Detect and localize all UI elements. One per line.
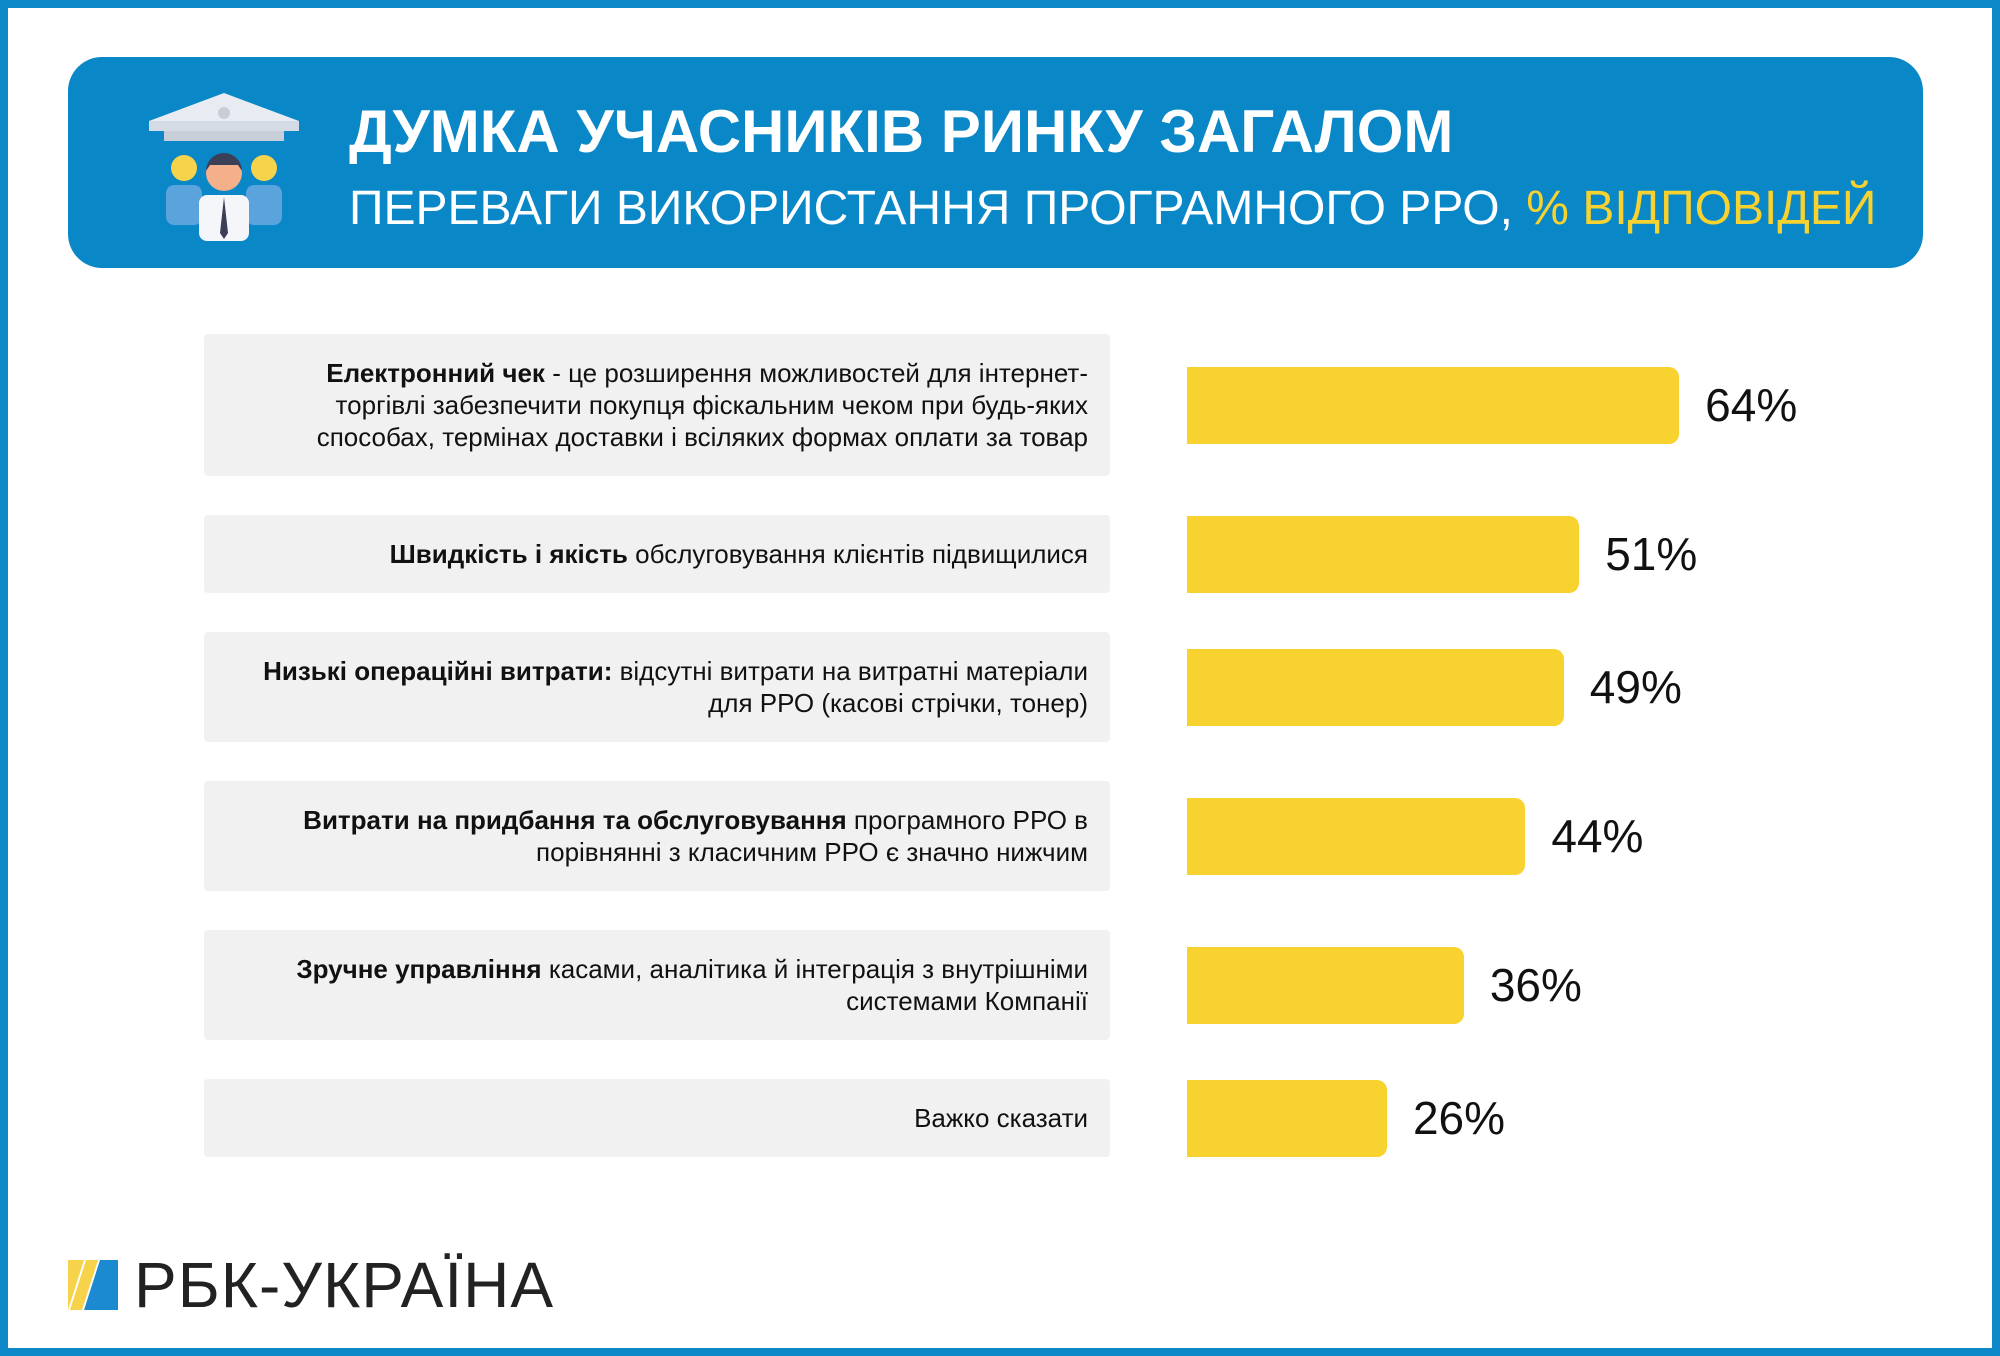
category-strong: Швидкість і якість [389,539,628,569]
logo-icon [68,1260,118,1310]
bar-wrap: 49% [1187,648,1682,726]
subtitle-text: ПЕРЕВАГИ ВИКОРИСТАННЯ ПРОГРАМНОГО РРО, [349,182,1513,235]
value-label: 51% [1605,528,1698,580]
category-text: обслуговування клієнтів підвищилися [635,539,1088,569]
bar [1187,797,1526,875]
bar [1187,648,1564,726]
bar [1187,515,1580,593]
category-text: програмного РРО в порівнянні з класичним… [536,805,1088,867]
bar [1187,946,1464,1024]
value-label: 44% [1551,810,1644,862]
bar-row: Важко сказати 26% [204,1079,1797,1157]
bar-row: Електронний чек - це розширення можливос… [204,334,1797,476]
value-label: 49% [1589,661,1682,713]
category-strong: Витрати на придбання та обслуговування [303,805,847,835]
bar-row: Витрати на придбання та обслуговування п… [204,781,1797,891]
bar [1187,366,1680,444]
header-icon [149,93,299,241]
bar-row: Низькі операційні витрати: відсутні витр… [204,632,1797,742]
bar-row: Швидкість і якість обслуговування клієнт… [204,515,1797,593]
logo: РБК-УКРАЇНА [68,1248,554,1322]
category-label: Витрати на придбання та обслуговування п… [204,781,1110,891]
category-label: Важко сказати [204,1079,1110,1157]
subtitle-highlight: % ВІДПОВІДЕЙ [1526,182,1877,235]
bar-chart: Електронний чек - це розширення можливос… [204,334,1797,1157]
category-label: Низькі операційні витрати: відсутні витр… [204,632,1110,742]
bar-wrap: 36% [1187,946,1582,1024]
category-strong: Низькі операційні витрати: [263,656,613,686]
title: ДУМКА УЧАСНИКІВ РИНКУ ЗАГАЛОМ [349,98,1454,165]
value-label: 26% [1412,1092,1506,1144]
value-label: 36% [1489,959,1582,1011]
bar-wrap: 51% [1187,515,1698,593]
logo-text: РБК-УКРАЇНА [134,1249,554,1321]
category-text: відсутні витрати на витратні матеріали д… [619,656,1088,718]
category-strong: Зручне управління [296,954,542,984]
category-text: - це розширення можливостей для інтернет… [316,358,1088,452]
category-label: Швидкість і якість обслуговування клієнт… [204,515,1110,593]
category-text: Важко сказати [914,1103,1088,1133]
header: ДУМКА УЧАСНИКІВ РИНКУ ЗАГАЛОМ ПЕРЕВАГИ В… [68,57,1923,268]
bar-wrap: 64% [1187,366,1798,444]
bar [1187,1079,1387,1157]
bar-wrap: 44% [1187,797,1644,875]
value-label: 64% [1705,379,1798,431]
category-strong: Електронний чек [326,358,545,388]
bar-wrap: 26% [1187,1079,1506,1157]
category-label: Зручне управління касами, аналітика й ін… [204,930,1110,1040]
subtitle: ПЕРЕВАГИ ВИКОРИСТАННЯ ПРОГРАМНОГО РРО, %… [349,181,1876,236]
category-label: Електронний чек - це розширення можливос… [204,334,1110,476]
bar-row: Зручне управління касами, аналітика й ін… [204,930,1797,1040]
category-text: касами, аналітика й інтеграція з внутріш… [548,954,1088,1016]
